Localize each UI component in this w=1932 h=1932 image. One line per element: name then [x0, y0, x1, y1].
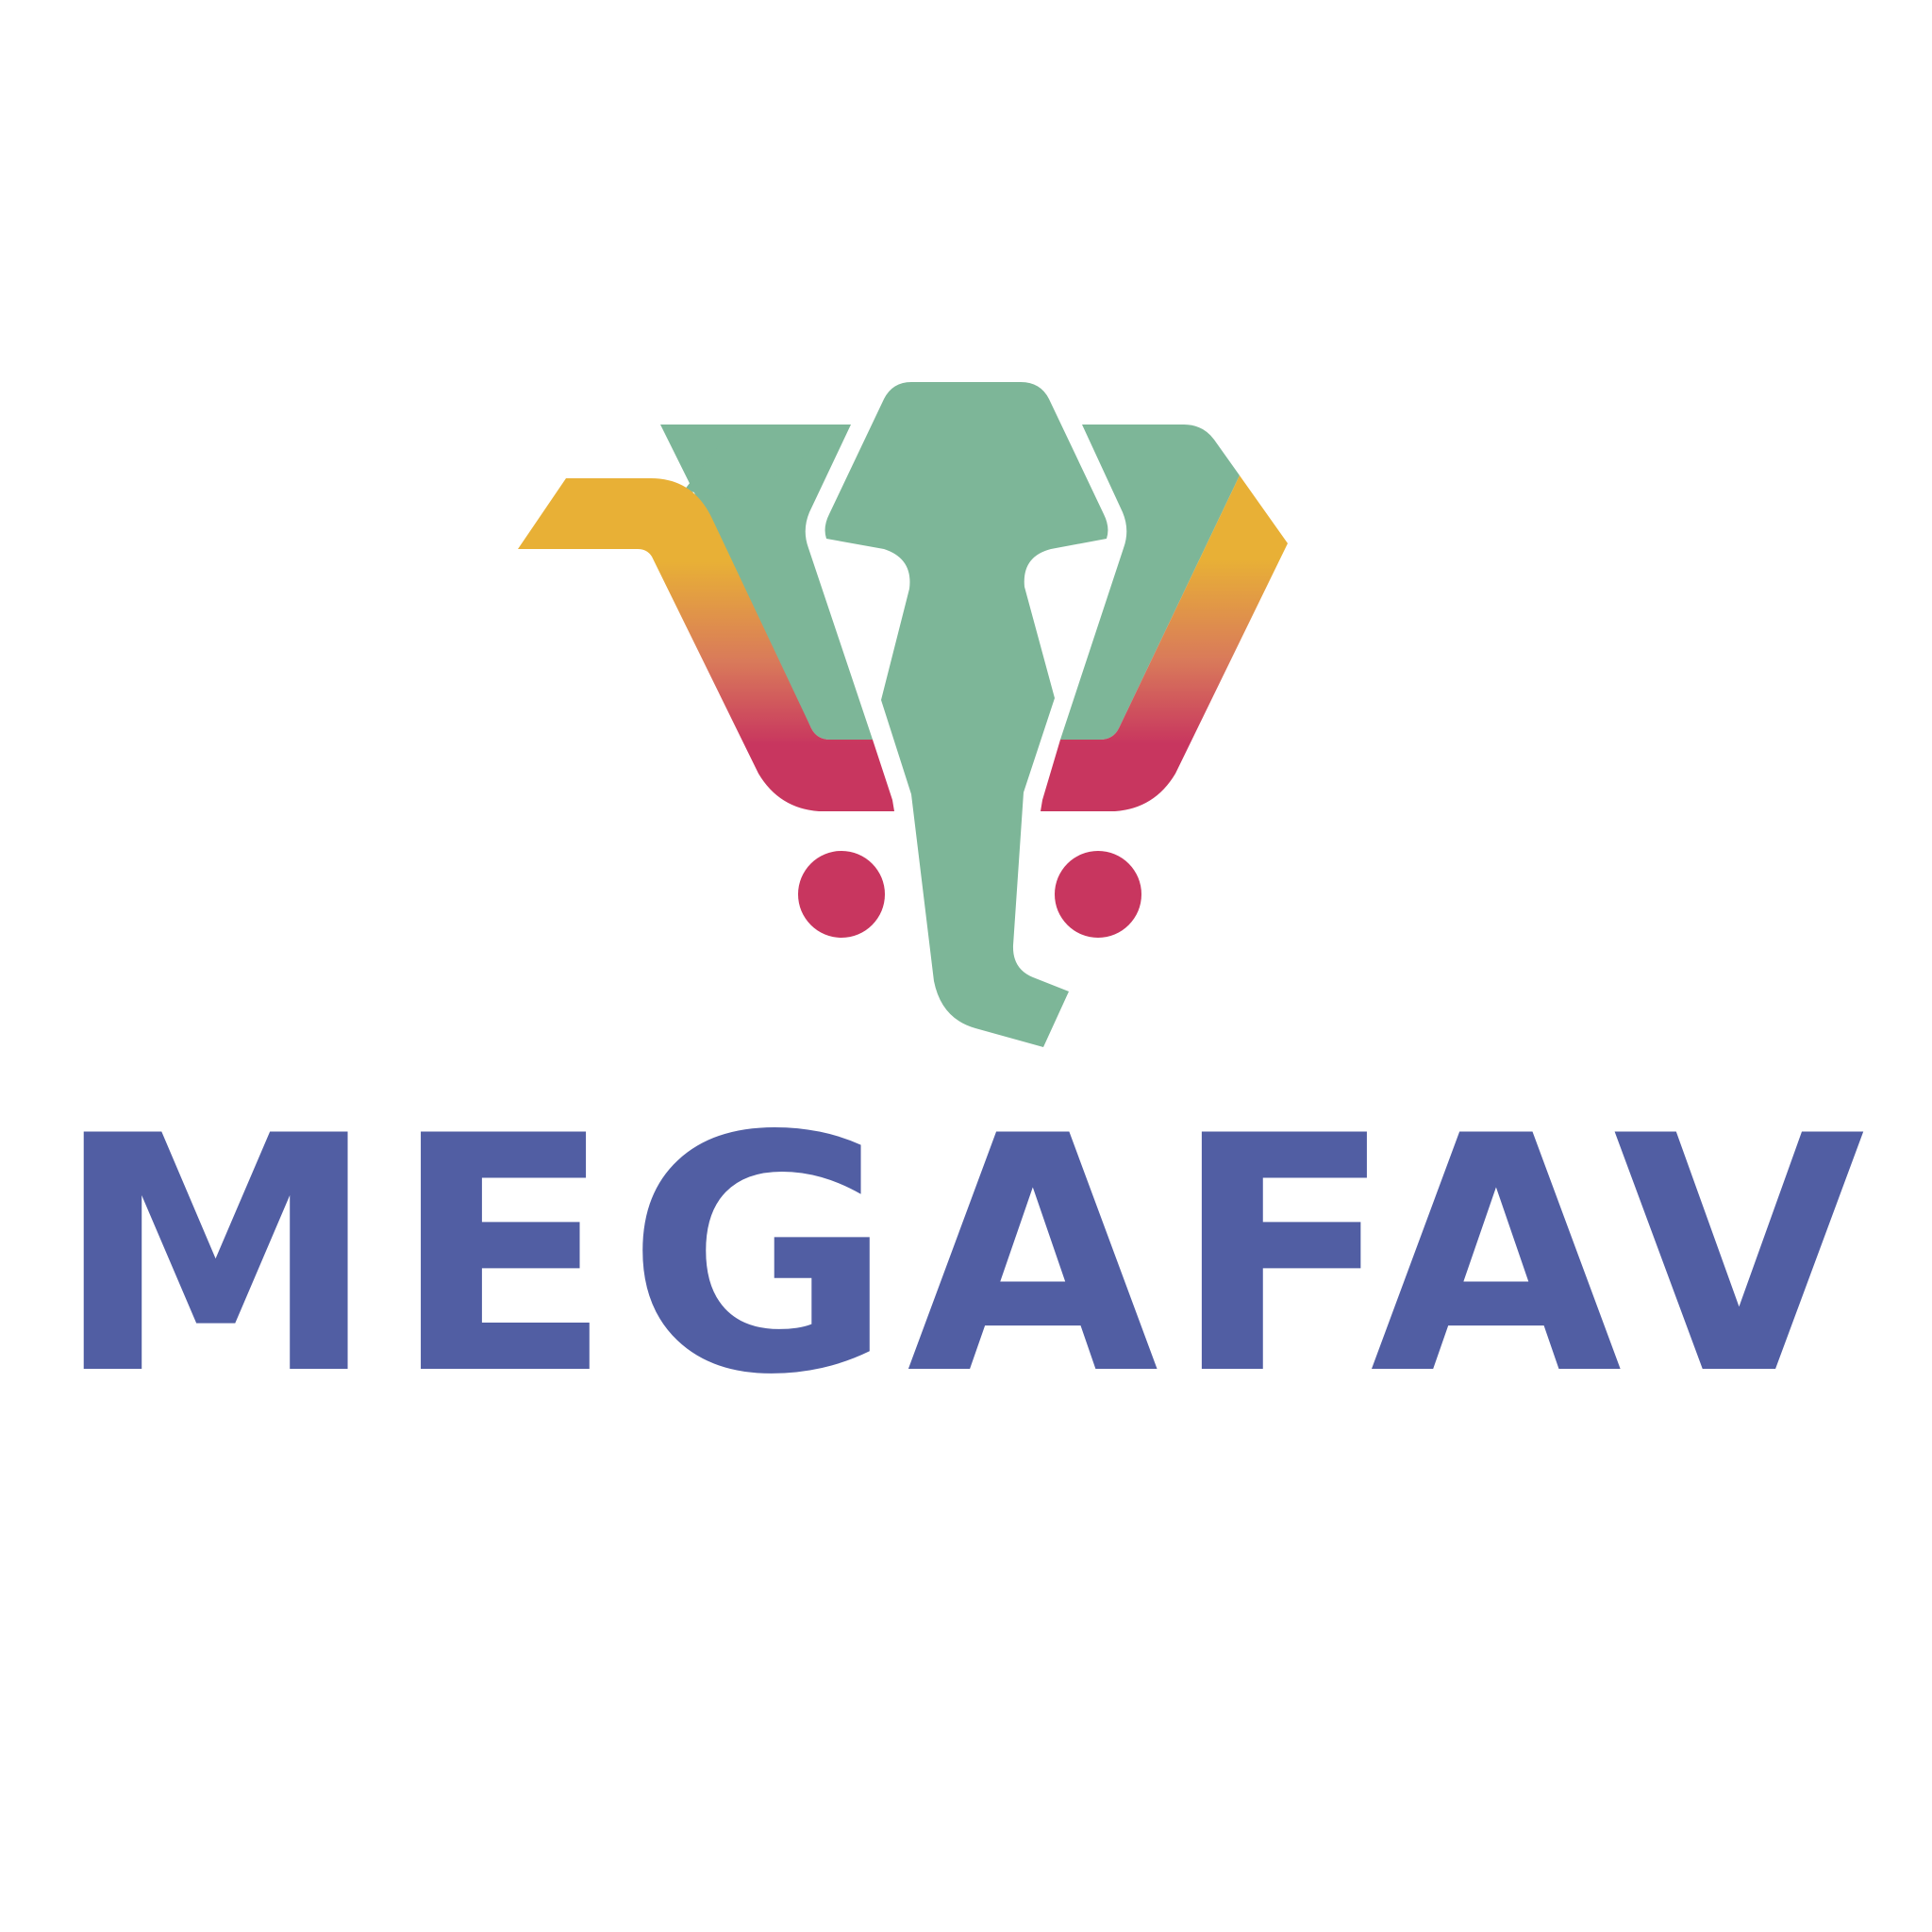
brand-wordmark: MEGAFAV	[54, 1068, 1878, 1446]
left-ear-gradient	[518, 478, 894, 811]
right-ear-green	[1060, 425, 1240, 740]
left-ear-green	[660, 425, 873, 740]
elephant-head-trunk	[824, 382, 1108, 1047]
left-ear-green-top	[684, 425, 851, 500]
right-eye	[1055, 851, 1141, 938]
right-ear-gradient	[1041, 475, 1288, 811]
left-eye	[798, 851, 885, 938]
